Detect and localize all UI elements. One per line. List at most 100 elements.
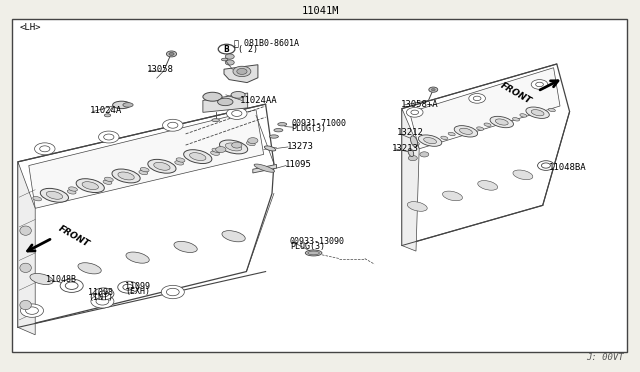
Ellipse shape <box>460 128 472 134</box>
Ellipse shape <box>477 127 484 130</box>
Polygon shape <box>253 164 276 173</box>
Ellipse shape <box>231 92 245 98</box>
Circle shape <box>431 89 435 91</box>
Ellipse shape <box>76 179 104 193</box>
Ellipse shape <box>68 187 77 191</box>
Text: 13273: 13273 <box>287 142 314 151</box>
Ellipse shape <box>424 138 436 144</box>
Circle shape <box>40 146 50 152</box>
Circle shape <box>232 110 242 116</box>
Ellipse shape <box>40 188 68 202</box>
Circle shape <box>166 51 177 57</box>
Text: 11095: 11095 <box>285 160 312 169</box>
Text: 11041M: 11041M <box>301 6 339 16</box>
Circle shape <box>26 307 38 314</box>
Circle shape <box>411 110 419 115</box>
Text: 00931-71000: 00931-71000 <box>291 119 346 128</box>
Ellipse shape <box>454 126 477 137</box>
Ellipse shape <box>408 148 413 157</box>
Circle shape <box>60 279 83 292</box>
Polygon shape <box>203 93 248 112</box>
Text: J: 00VT: J: 00VT <box>586 353 624 362</box>
Ellipse shape <box>126 252 149 263</box>
Text: 11099: 11099 <box>125 282 150 291</box>
Polygon shape <box>18 162 35 335</box>
Text: 11048BA: 11048BA <box>549 163 587 172</box>
Circle shape <box>225 60 234 65</box>
Ellipse shape <box>20 263 31 272</box>
Ellipse shape <box>20 226 31 235</box>
Circle shape <box>118 281 138 293</box>
Ellipse shape <box>221 58 228 61</box>
Ellipse shape <box>174 241 197 253</box>
Ellipse shape <box>407 202 428 211</box>
Ellipse shape <box>148 159 176 173</box>
Text: (EXH): (EXH) <box>125 287 150 296</box>
Polygon shape <box>402 64 570 246</box>
Ellipse shape <box>269 135 278 138</box>
Text: FRONT: FRONT <box>499 81 533 106</box>
Circle shape <box>96 298 109 305</box>
Bar <box>12 19 627 352</box>
Text: PLUG(3): PLUG(3) <box>290 242 325 251</box>
Ellipse shape <box>113 101 131 109</box>
Text: FRONT: FRONT <box>56 224 90 248</box>
Text: 13058+A: 13058+A <box>401 100 439 109</box>
Ellipse shape <box>220 140 248 154</box>
Text: 13213: 13213 <box>392 144 419 153</box>
Ellipse shape <box>548 108 556 112</box>
Ellipse shape <box>246 141 255 146</box>
Text: 11098: 11098 <box>88 288 113 297</box>
Circle shape <box>429 87 438 92</box>
Text: 13058: 13058 <box>147 65 174 74</box>
Ellipse shape <box>154 162 170 170</box>
Polygon shape <box>402 109 419 251</box>
Text: <LH>: <LH> <box>19 23 41 32</box>
Circle shape <box>408 155 417 161</box>
Ellipse shape <box>448 132 455 136</box>
Ellipse shape <box>520 114 527 117</box>
Ellipse shape <box>140 167 149 172</box>
Ellipse shape <box>82 182 99 190</box>
Circle shape <box>420 152 429 157</box>
Ellipse shape <box>484 123 491 126</box>
Ellipse shape <box>139 170 148 175</box>
Circle shape <box>99 131 119 143</box>
Circle shape <box>227 108 247 119</box>
Ellipse shape <box>477 180 498 190</box>
Circle shape <box>531 80 548 89</box>
Ellipse shape <box>410 136 418 147</box>
Circle shape <box>123 284 133 290</box>
Ellipse shape <box>118 172 134 180</box>
Ellipse shape <box>526 107 549 118</box>
Circle shape <box>35 143 55 155</box>
Ellipse shape <box>211 151 220 155</box>
Ellipse shape <box>112 169 140 183</box>
Ellipse shape <box>104 114 111 117</box>
Ellipse shape <box>490 116 513 128</box>
Text: (INT): (INT) <box>88 293 113 302</box>
Circle shape <box>65 282 78 289</box>
Ellipse shape <box>189 153 206 161</box>
Ellipse shape <box>442 191 463 201</box>
Ellipse shape <box>104 177 113 182</box>
Ellipse shape <box>46 191 63 199</box>
Circle shape <box>166 288 179 296</box>
Ellipse shape <box>513 118 520 121</box>
Ellipse shape <box>218 98 233 106</box>
Circle shape <box>248 138 258 144</box>
Circle shape <box>538 161 554 170</box>
Polygon shape <box>29 110 264 208</box>
Ellipse shape <box>305 250 322 256</box>
Polygon shape <box>410 68 560 149</box>
Ellipse shape <box>123 103 133 107</box>
Polygon shape <box>18 104 274 327</box>
Ellipse shape <box>222 231 245 242</box>
Ellipse shape <box>212 119 220 122</box>
Text: ( 2): ( 2) <box>238 45 258 54</box>
Ellipse shape <box>184 150 212 164</box>
Ellipse shape <box>78 263 101 274</box>
Circle shape <box>168 122 178 128</box>
Ellipse shape <box>531 110 544 116</box>
Ellipse shape <box>212 148 221 153</box>
